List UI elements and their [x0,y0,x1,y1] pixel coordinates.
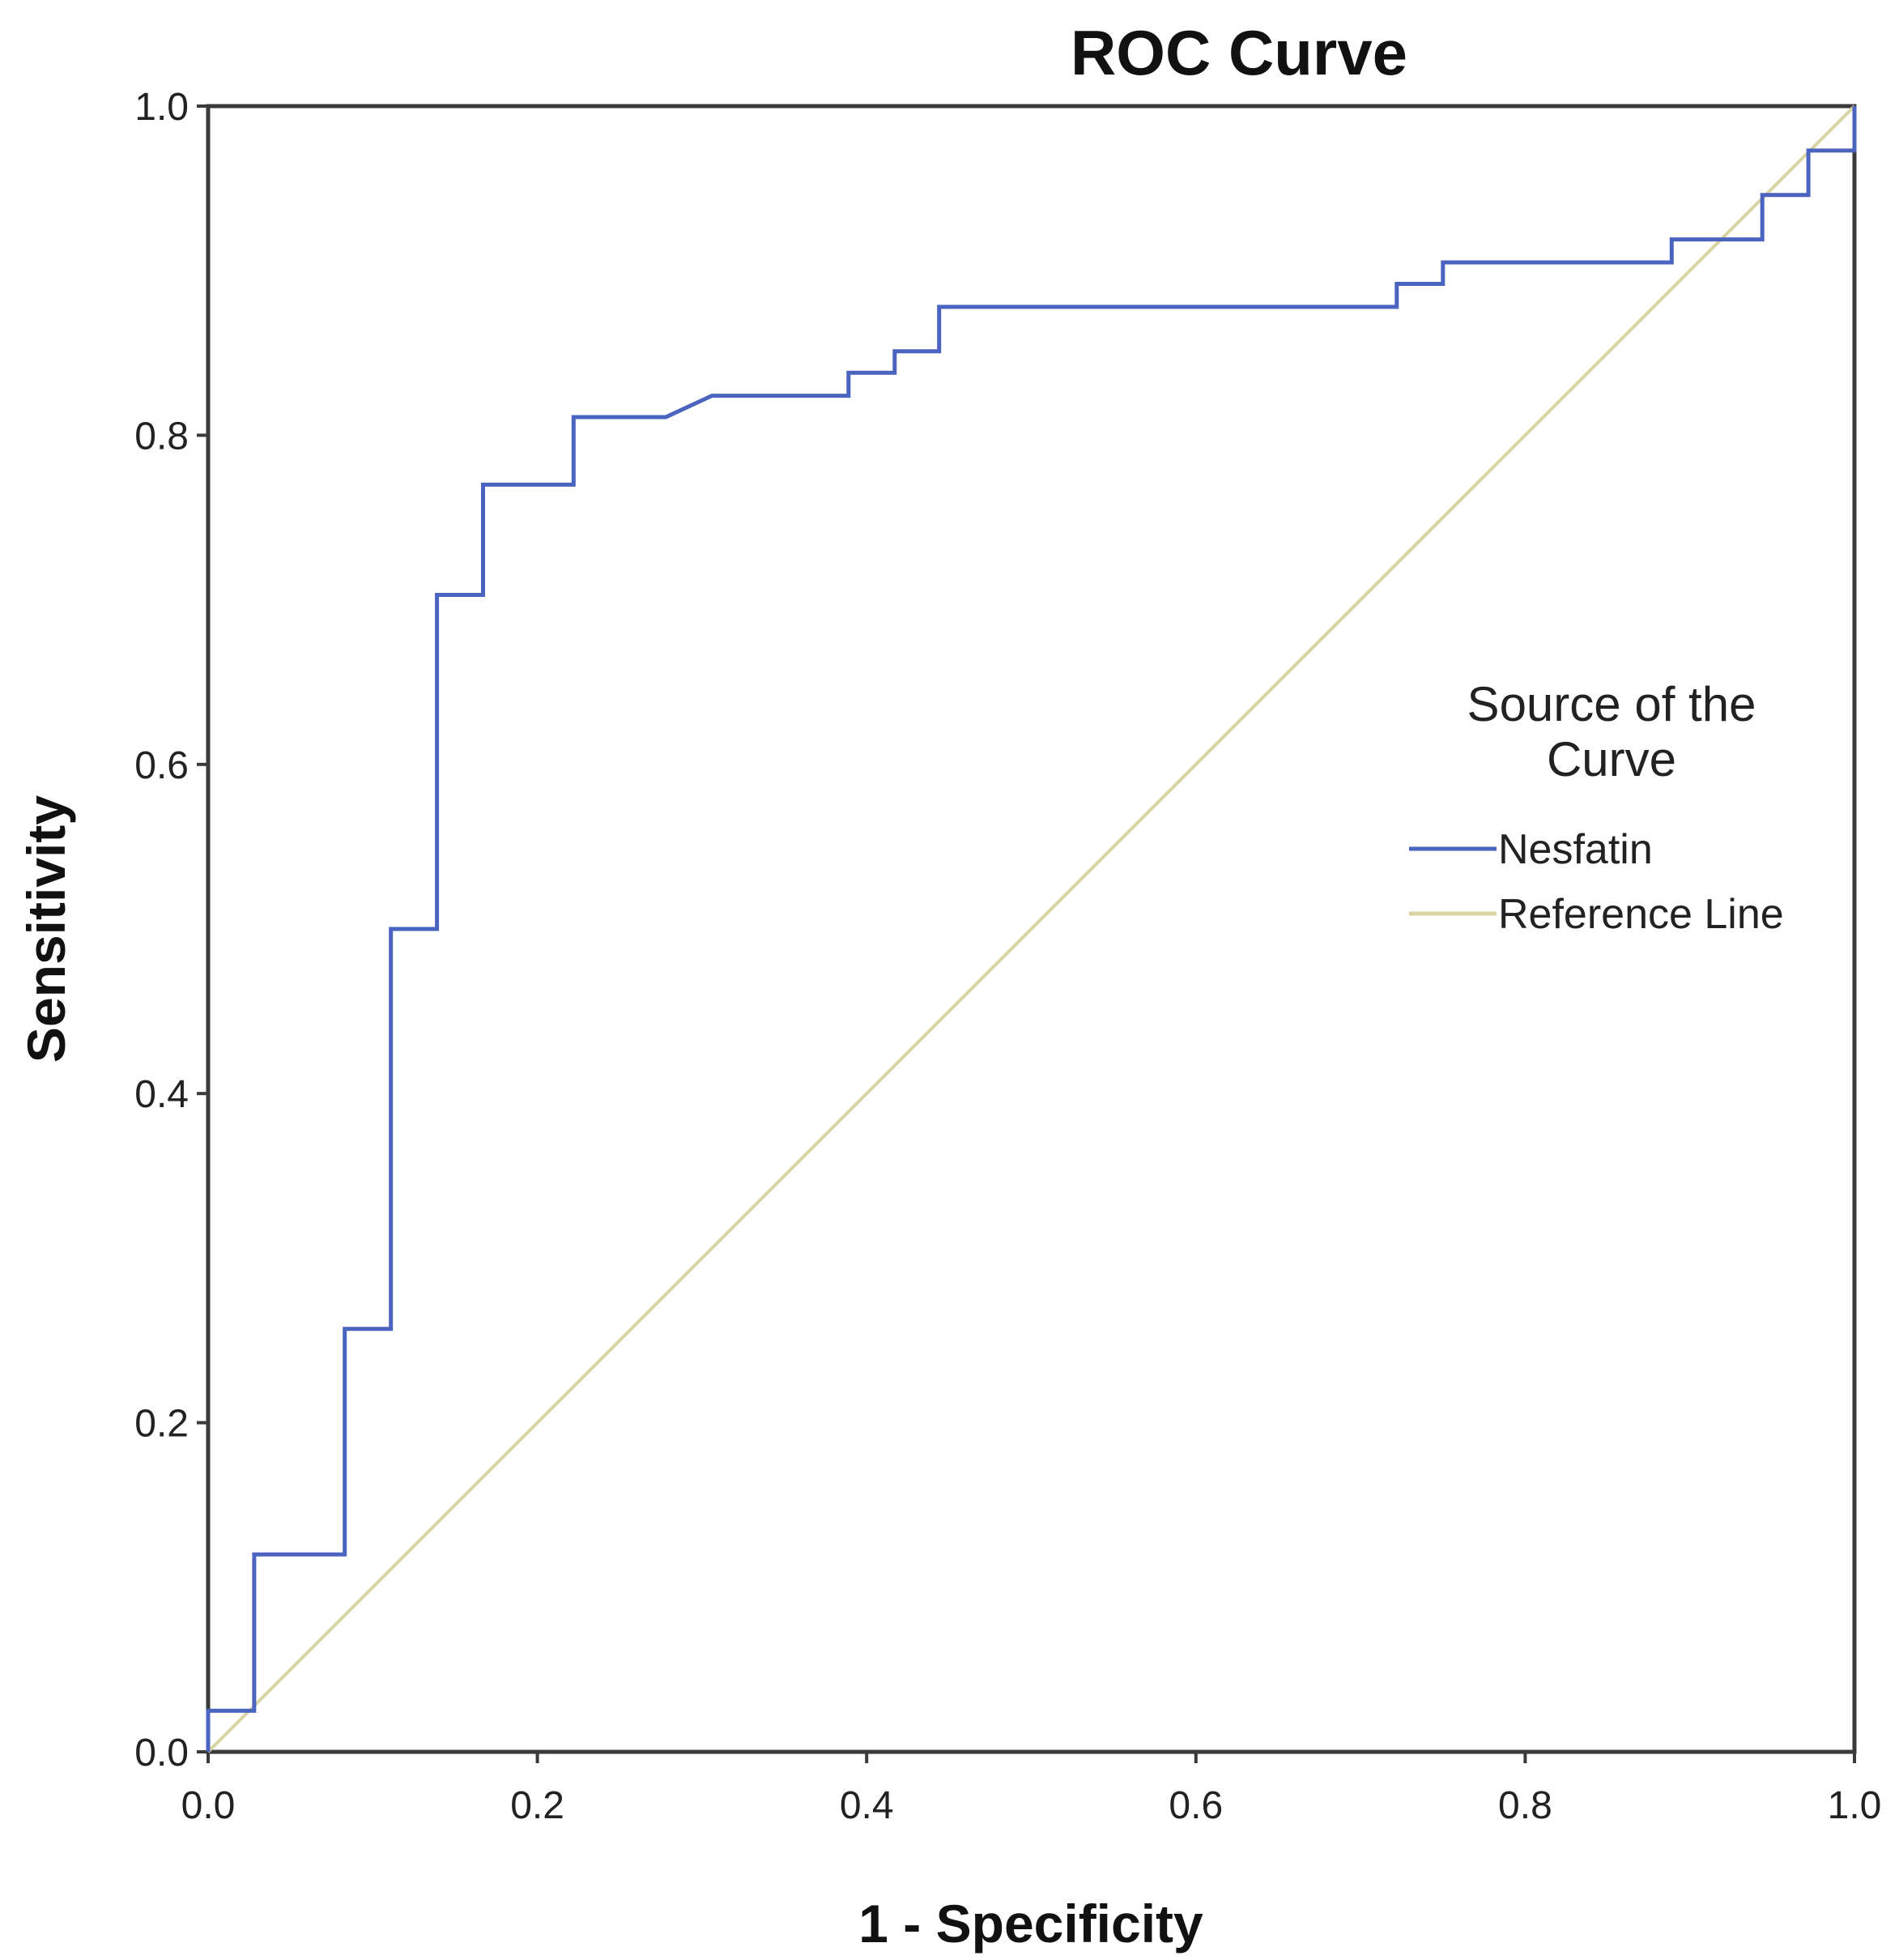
x-tick-label: 0.0 [181,1784,236,1827]
x-tick-label: 0.8 [1498,1784,1552,1827]
plot-frame [206,104,1857,1754]
y-tick-label: 0.2 [134,1403,189,1446]
legend: Source of the Curve Nesfatin Reference L… [1409,677,1784,938]
y-axis-ticks: 0.0 0.2 0.4 0.6 0.8 1.0 [134,86,208,1775]
y-tick-label: 1.0 [134,86,189,129]
x-tick-label: 1.0 [1828,1784,1882,1827]
y-tick-label: 0.6 [134,744,189,787]
x-axis-ticks: 0.0 0.2 0.4 0.6 0.8 1.0 [181,1752,1882,1827]
y-tick-label: 0.0 [134,1732,189,1775]
y-axis-label: Sensitivity [16,795,76,1063]
legend-title-line-1: Source of the [1467,677,1756,731]
y-tick-label: 0.8 [134,415,189,458]
chart-title: ROC Curve [1071,17,1407,88]
y-tick-label: 0.4 [134,1073,189,1116]
series-line-nesfatin [206,106,1857,1752]
series-layer [206,104,1857,1753]
x-axis-label: 1 - Specificity [858,1894,1203,1954]
x-tick-label: 0.2 [510,1784,564,1827]
x-tick-label: 0.6 [1169,1784,1223,1827]
legend-label-nesfatin: Nesfatin [1498,826,1653,873]
legend-title-line-2: Curve [1547,732,1676,786]
x-tick-label: 0.4 [840,1784,894,1827]
legend-label-reference-line: Reference Line [1498,891,1784,938]
series-line-reference-line [207,104,1856,1753]
